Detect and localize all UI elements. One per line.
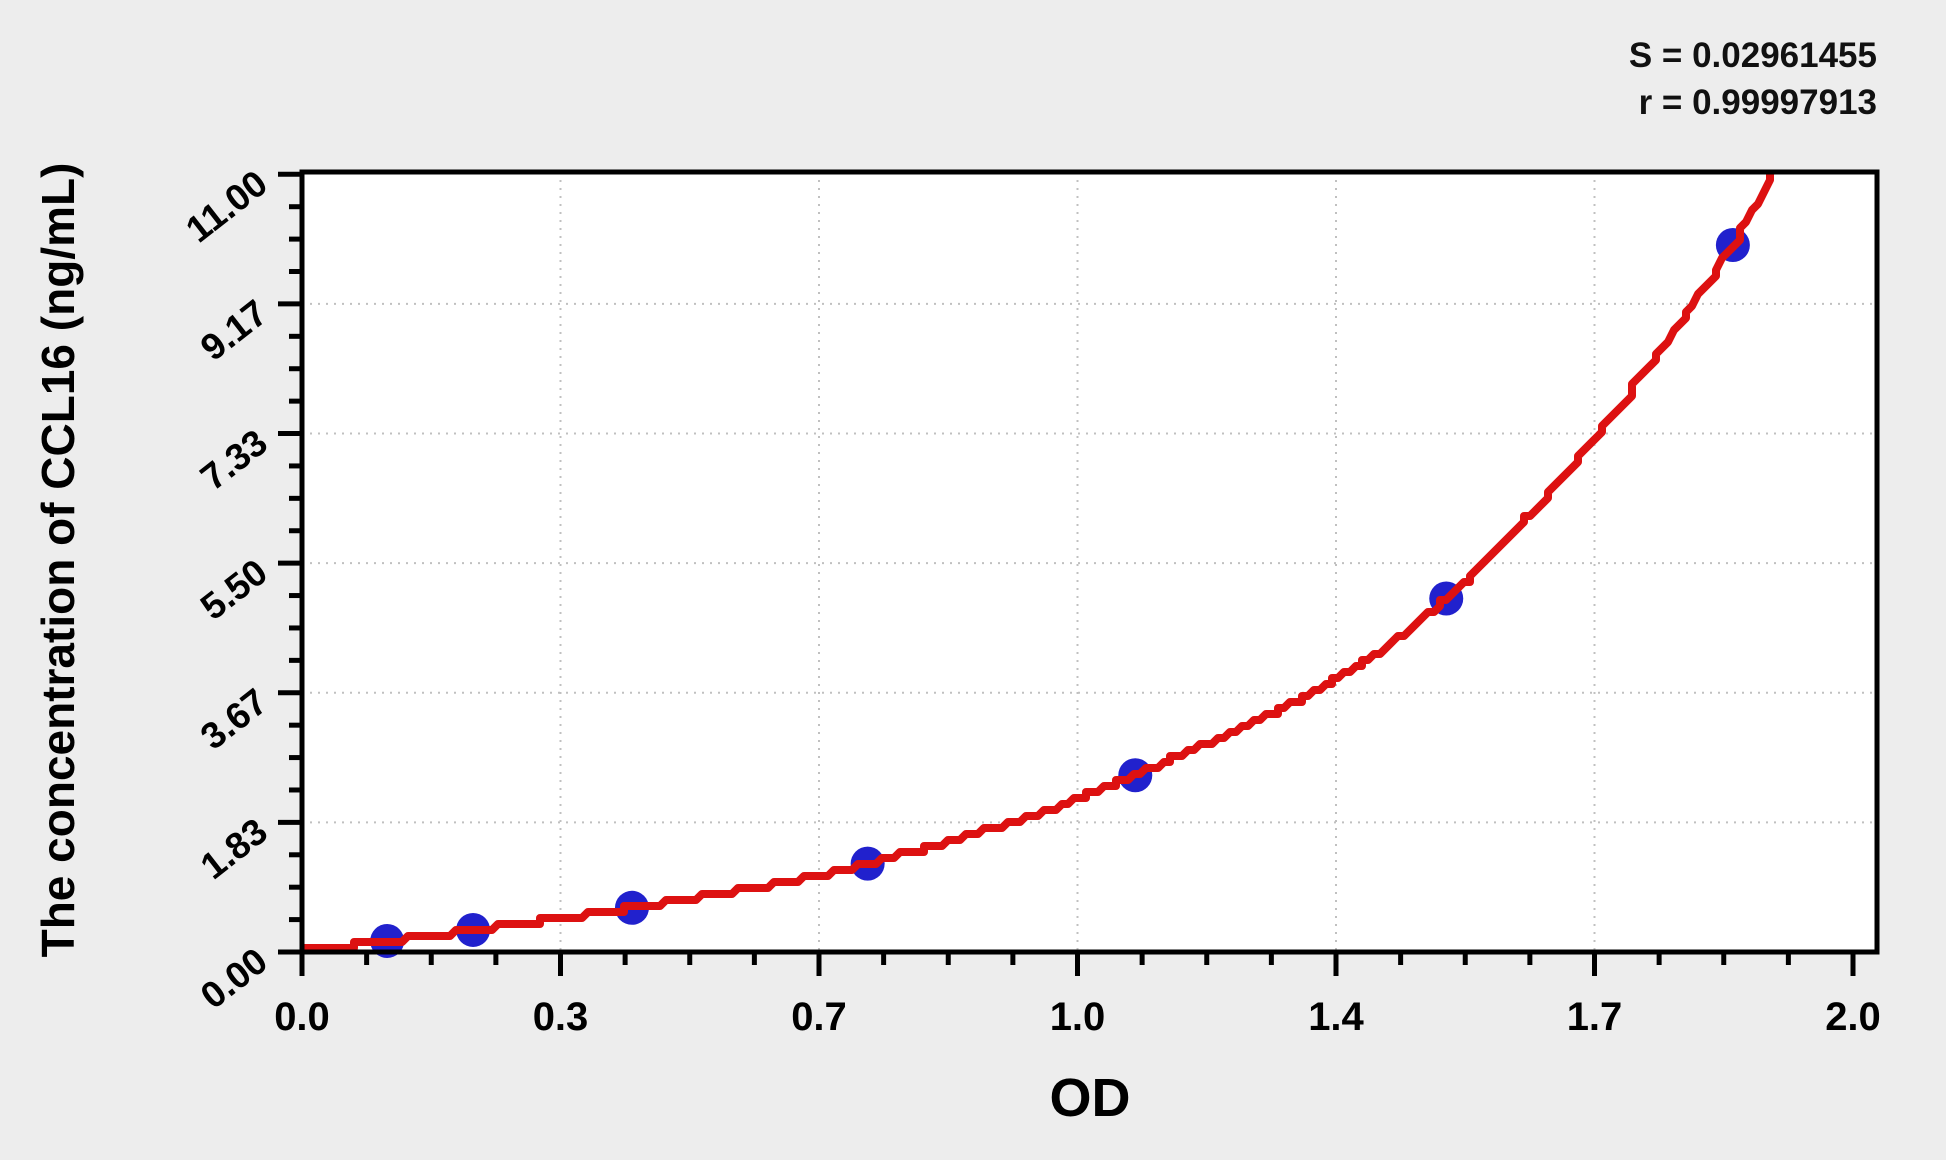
x-axis-title: OD [1049,1068,1131,1128]
x-tick-label: 1.7 [1567,995,1623,1039]
y-tick-label: 3.67 [193,681,275,758]
x-tick-label: 2.0 [1825,995,1881,1039]
y-tick-label: 9.17 [193,292,275,369]
y-tick-label: 1.83 [193,810,275,887]
y-tick-label: 0.00 [193,940,275,1017]
fit-curve [302,172,1776,952]
stat-r-value: r = 0.99997913 [1638,83,1877,123]
y-tick-label: 11.00 [178,162,275,250]
fit-statistics: S = 0.02961455 r = 0.99997913 [1629,32,1877,127]
x-tick-label: 1.4 [1308,995,1364,1039]
plot-area [302,172,1877,952]
y-axis-title: The concentration of CCL16 (ng/mL) [32,162,84,958]
y-tick-label: 5.50 [193,551,275,628]
x-tick-label: 0.0 [274,995,330,1039]
y-tick-label: 7.33 [193,422,275,499]
stat-s-value: S = 0.02961455 [1628,36,1877,75]
x-tick-label: 0.7 [791,995,847,1039]
x-tick-label: 1.0 [1050,995,1106,1039]
x-tick-label: 0.3 [533,995,589,1039]
